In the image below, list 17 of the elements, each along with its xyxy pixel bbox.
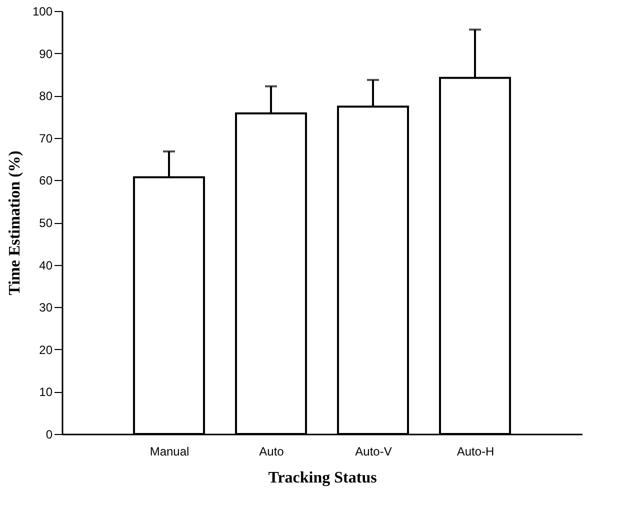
y-tick-label: 80: [39, 89, 53, 104]
x-tick-label: Auto-H: [456, 444, 494, 458]
y-tick-label: 30: [39, 300, 53, 315]
y-tick-label: 20: [39, 342, 53, 357]
x-axis-title: Tracking Status: [268, 470, 377, 486]
y-tick-label: 50: [39, 216, 53, 230]
y-tick-label: 90: [39, 46, 53, 61]
x-tick-label: Auto-V: [355, 444, 392, 458]
y-tick-label: 60: [39, 174, 53, 188]
x-tick-label: Manual: [150, 444, 190, 458]
y-tick-label: 100: [32, 4, 53, 18]
y-tick-label: 0: [46, 428, 53, 442]
x-tick-label: Auto: [259, 444, 284, 458]
y-tick-label: 70: [39, 131, 53, 146]
y-tick-label: 10: [39, 385, 53, 400]
y-tick-label: 40: [39, 258, 53, 272]
y-axis-title: Time Estimation (%): [6, 150, 24, 296]
